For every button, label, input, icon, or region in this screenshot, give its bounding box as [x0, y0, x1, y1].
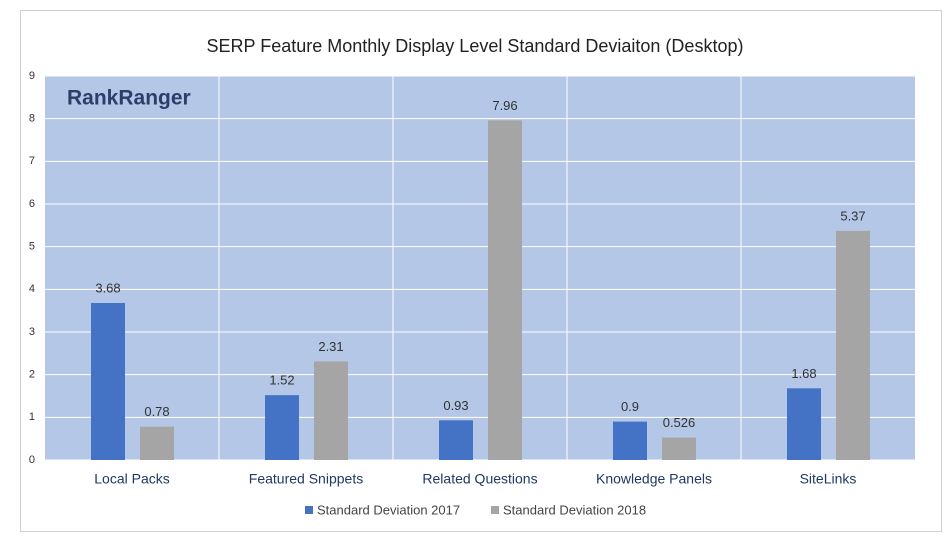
bar [613, 421, 647, 460]
x-tick-label: Related Questions [422, 471, 537, 487]
x-tick-label: Knowledge Panels [596, 471, 712, 487]
data-label: 0.93 [443, 398, 468, 413]
bar [836, 230, 870, 460]
x-tick-label: Featured Snippets [249, 471, 363, 487]
data-label: 7.96 [492, 98, 517, 113]
y-tick-label: 9 [29, 70, 35, 82]
bar [140, 426, 174, 460]
bar [91, 302, 125, 460]
bar [787, 388, 821, 460]
chart-title: SERP Feature Monthly Display Level Stand… [207, 36, 744, 56]
y-tick-label: 4 [29, 283, 35, 295]
y-tick-label: 8 [29, 113, 35, 125]
data-label: 5.37 [840, 208, 865, 223]
y-tick-label: 3 [29, 326, 35, 338]
bar [265, 395, 299, 460]
data-label: 2.31 [318, 339, 343, 354]
legend-swatch [491, 506, 499, 514]
bar [662, 437, 696, 460]
data-label: 0.526 [663, 415, 696, 430]
legend-label: Standard Deviation 2018 [503, 502, 646, 517]
legend-label: Standard Deviation 2017 [317, 502, 460, 517]
bar [439, 420, 473, 460]
logo: RankRanger [67, 87, 191, 110]
data-label: 0.78 [144, 404, 169, 419]
legend-swatch [305, 506, 313, 514]
y-tick-label: 6 [29, 198, 35, 210]
data-label: 0.9 [621, 399, 639, 414]
bar [314, 361, 348, 460]
bar [488, 120, 522, 460]
y-tick-label: 0 [29, 454, 35, 466]
data-label: 1.52 [269, 373, 294, 388]
y-tick-label: 7 [29, 155, 35, 167]
y-tick-label: 5 [29, 241, 35, 253]
data-label: 3.68 [95, 280, 120, 295]
y-tick-label: 2 [29, 369, 35, 381]
data-label: 1.68 [791, 366, 816, 381]
plot-area [45, 76, 915, 460]
y-tick-label: 1 [29, 411, 35, 423]
x-tick-label: Local Packs [94, 471, 169, 487]
x-tick-label: SiteLinks [800, 471, 857, 487]
